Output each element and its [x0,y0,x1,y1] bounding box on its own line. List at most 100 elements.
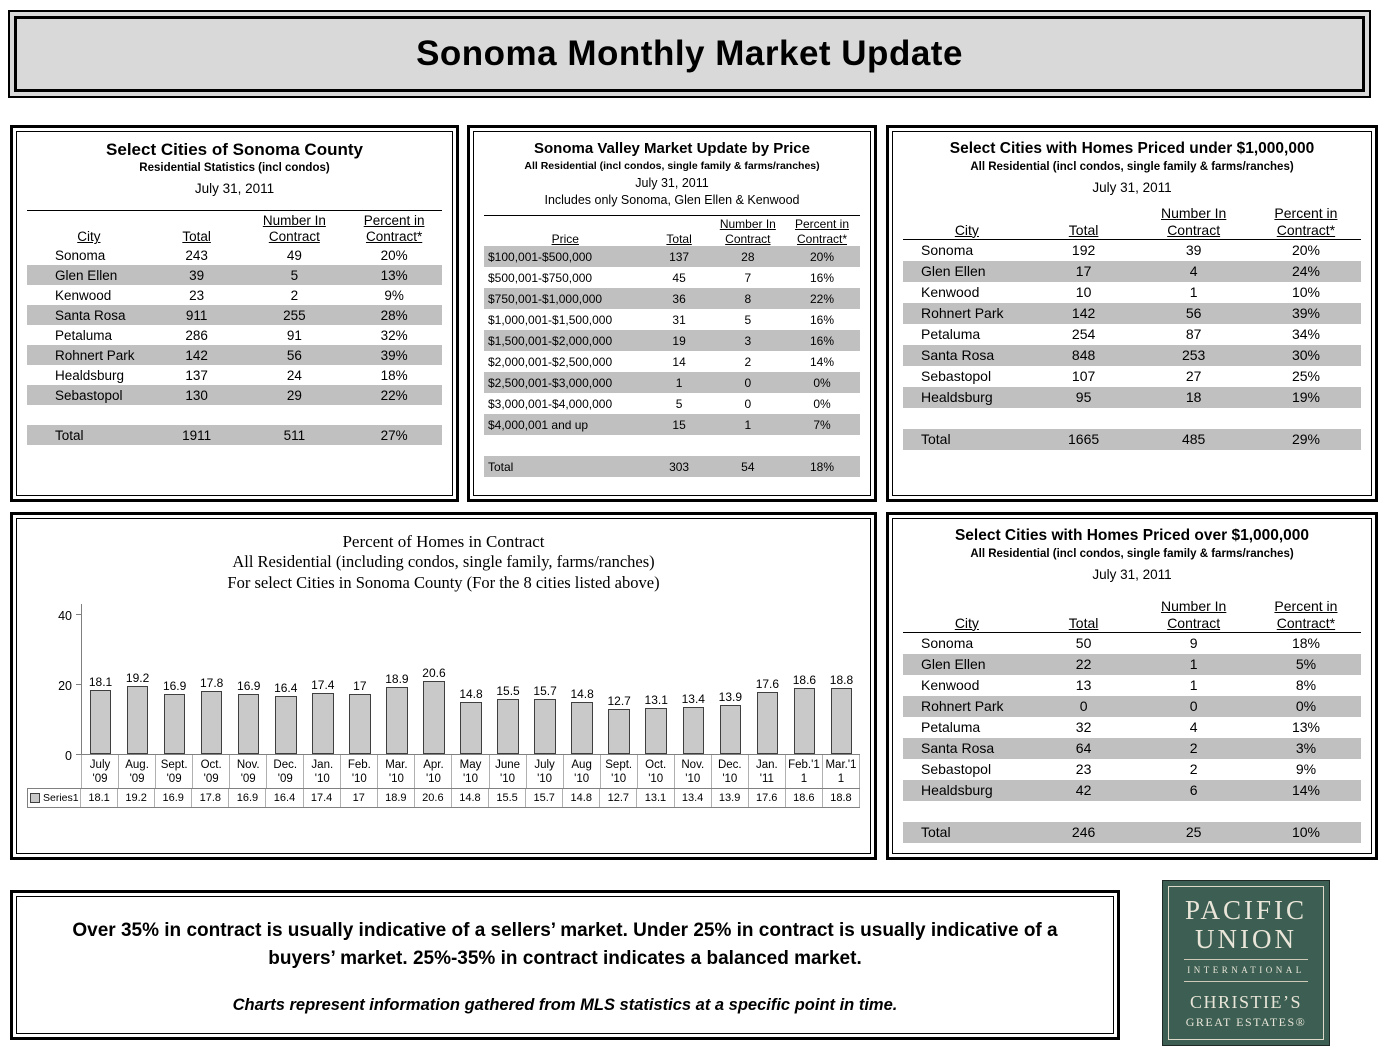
cell-value: 254 [1071,326,1096,343]
cell-value: 23 [189,287,205,303]
bar-value-label: 17.6 [755,676,780,691]
cell-value: 19 [672,333,686,348]
table-row: Total 1665 485 29% [903,428,1361,450]
x-axis-label: July '09 [81,754,120,789]
x-axis-label: Oct. '09 [193,754,231,789]
row-label: Santa Rosa [921,740,995,757]
cell-value: 0 [1079,698,1088,715]
axis-gutter [27,755,81,789]
x-axis-label: Nov. '09 [230,754,268,789]
cell-value: 27% [380,427,408,443]
table-row: Rohnert Park 142 56 39% [27,345,442,366]
data-table-value: 17 [341,789,378,808]
bar-value-label: 19.2 [125,671,150,686]
logo-brand-line1: PACIFIC [1184,895,1308,926]
cell-value: 5% [1295,656,1317,673]
cell-value: 5 [290,267,299,283]
logo-divider-rule [1184,958,1308,960]
table-row: Healdsburg 42 6 14% [903,779,1361,801]
column-header: Percent in Contract* [1274,598,1338,631]
cell-value: 39% [1291,305,1320,322]
cell-value: 18% [809,459,835,474]
data-table-value: 20.6 [415,789,452,808]
spacer-row [903,801,1361,822]
cell-value: 42 [1075,782,1092,799]
y-tick-label: 40 [58,608,72,623]
cell-value: 20% [1291,242,1320,259]
bar-slot: 17.8 [193,604,230,754]
by-price-note: Includes only Sonoma, Glen Ellen & Kenwo… [544,193,800,207]
table-row: Rohnert Park 0 0 0% [903,695,1361,717]
header-row: City Total Number In Contract Percent in Cont… [27,211,442,246]
cell-value: 50 [1075,635,1092,652]
column-header: Number In Contract [719,217,776,246]
by-price-table: Price Total Number In Contract Percent in Con… [484,215,860,477]
row-label: $500,001-$750,000 [488,270,593,285]
under-1m-date: July 31, 2011 [1092,179,1172,195]
x-axis-label: Aug '10 [564,754,601,789]
cell-value: 0% [1295,698,1317,715]
column-header: Total [666,231,692,246]
table-row: Sonoma 243 49 20% [27,245,442,265]
bar-value-label: 17.8 [199,676,224,691]
data-table-value: 13.9 [712,789,749,808]
bar [349,694,371,754]
row-label: Rohnert Park [55,347,135,363]
cell-value: 2 [1189,761,1198,778]
bar-value-label: 14.8 [570,686,594,701]
y-tick-mark [76,753,81,755]
bar-slot: 16.4 [267,604,304,754]
panel-by-price-inner: Sonoma Valley Market Update by Price All… [473,131,871,496]
by-price-date: July 31, 2011 [635,176,709,190]
table-row: Sonoma 192 39 20% [903,239,1361,261]
bar [682,706,705,754]
table-row: Kenwood 13 1 8% [903,675,1361,696]
column-header: City [77,229,101,245]
panel-under-1m-inner: Select Cities with Homes Priced under $1… [892,131,1372,496]
cell-value: 130 [185,387,208,403]
row-label: Sebastopol [921,368,992,385]
cell-value: 18% [380,367,408,383]
x-axis-label: Feb. '10 [341,754,379,789]
x-axis-label: Mar. '10 [378,754,416,789]
cell-value: 13% [380,267,408,283]
cell-value: 15 [672,417,686,432]
cell-value: 5 [744,312,752,327]
table-row: $4,000,001 and up 15 1 7% [484,414,860,435]
cell-value: 2 [290,287,299,303]
bar-value-label: 17.4 [311,677,335,692]
cell-value: 0 [1189,698,1198,715]
logo-division-text: INTERNATIONAL [1187,964,1305,975]
cell-value [1251,408,1361,429]
row-label: Total [488,459,514,474]
row-label: Glen Ellen [55,267,118,283]
bar [423,681,445,754]
cell-value: 56 [286,347,302,363]
column-header: Total [182,229,211,245]
y-axis: 0 20 40 [27,605,81,763]
cell-value: 0 [744,396,752,411]
under-1m-table: City Total Number In Contract Percent in Cont… [903,205,1361,450]
page-title: Sonoma Monthly Market Update [416,34,963,73]
cell-value: 255 [283,307,306,323]
cell-value: 20% [809,249,835,264]
column-header: City [954,221,979,238]
table-row: Kenwood 10 1 10% [903,282,1361,303]
spacer-row [903,408,1361,429]
data-table-value: 18.9 [378,789,415,808]
cell-value: 16% [809,333,835,348]
row-label: $1,500,001-$2,000,000 [488,333,613,348]
bar-value-label: 13.4 [681,691,705,706]
table-row: $100,001-$500,000 137 28 20% [484,246,860,267]
x-axis-label: Feb.'1 1 [786,754,823,789]
chart-subtitle-2: For select Cities in Sonoma County (For … [227,572,660,592]
table-row: Santa Rosa 64 2 3% [903,737,1361,759]
row-label: Total [921,824,951,841]
table-row: Sebastopol 107 27 25% [903,366,1361,387]
table-row: Total 1911 511 27% [27,425,442,446]
data-table-value: 13.1 [637,789,675,808]
x-axis-label: Jan. '10 [304,754,342,789]
cell-value [784,435,860,456]
cell-value: 0 [744,375,752,390]
bar [608,709,630,754]
